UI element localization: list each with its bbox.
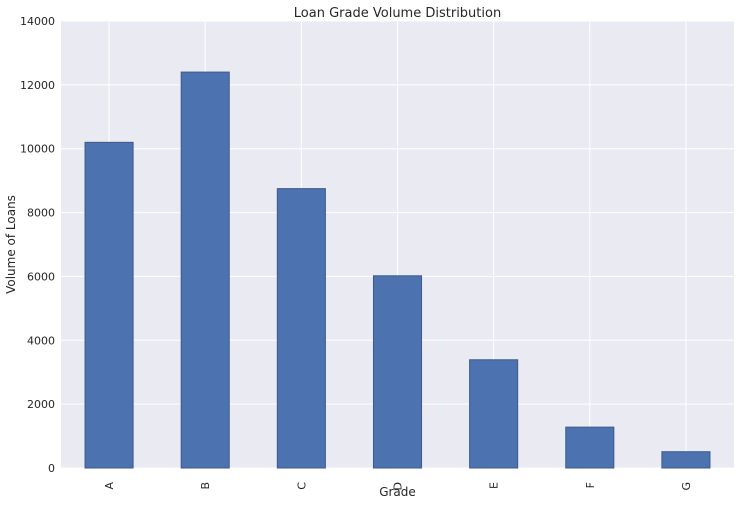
bar-B: [180, 71, 230, 469]
x-tick-label: A: [103, 482, 116, 490]
bar-C: [276, 188, 326, 469]
y-tick-label: 4000: [27, 334, 55, 347]
x-axis-label: Grade: [379, 485, 416, 499]
bars: [84, 71, 711, 469]
bar-D: [372, 275, 423, 469]
y-tick-label: 2000: [27, 398, 55, 411]
bar-A: [84, 141, 134, 469]
y-tick-label: 6000: [27, 270, 55, 283]
x-tick-label: C: [295, 482, 308, 490]
y-tick-label: 12000: [20, 79, 55, 92]
y-axis-label: Volume of Loans: [4, 195, 18, 294]
chart-title: Loan Grade Volume Distribution: [294, 6, 501, 21]
y-axis-ticks: 0 2000 4000 6000 8000 10000 12000 14000: [20, 15, 55, 475]
x-tick-label: E: [488, 482, 501, 489]
bar-E: [469, 359, 519, 469]
y-tick-label: 14000: [20, 15, 55, 28]
bar-F: [565, 426, 615, 469]
y-tick-label: 10000: [20, 143, 55, 156]
x-tick-label: G: [680, 482, 693, 491]
x-tick-label: B: [199, 482, 212, 490]
x-tick-label: F: [584, 482, 597, 488]
x-tick-label: D: [392, 482, 405, 490]
x-axis-ticks: A B C D E F G: [103, 482, 693, 491]
y-tick-label: 8000: [27, 207, 55, 220]
y-tick-label: 0: [48, 462, 55, 475]
bar-G: [661, 451, 711, 469]
